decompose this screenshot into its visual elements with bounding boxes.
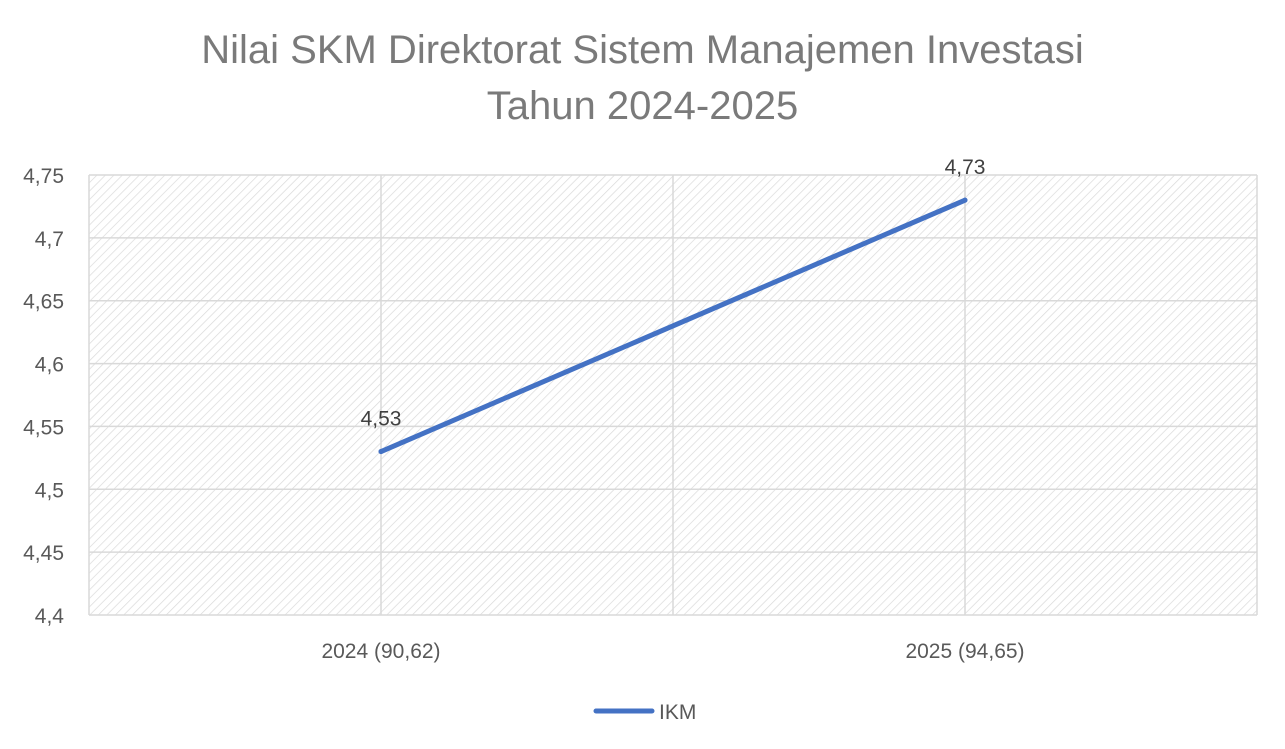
y-tick-label: 4,75: [23, 165, 64, 188]
y-tick-label: 4,65: [23, 291, 64, 314]
series-line-ikm: [378, 197, 968, 455]
data-label: 4,53: [361, 408, 402, 431]
y-tick-label: 4,7: [35, 228, 64, 251]
legend-label: IKM: [659, 701, 696, 724]
y-tick-label: 4,6: [35, 354, 64, 377]
y-tick-label: 4,4: [35, 605, 65, 628]
y-tick-label: 4,55: [23, 416, 64, 439]
chart-title-line-2: Tahun 2024-2025: [486, 84, 799, 128]
y-tick-label: 4,45: [23, 542, 64, 565]
data-point: [962, 197, 968, 203]
x-tick-label: 2024 (90,62): [321, 640, 440, 663]
x-tick-label: 2025 (94,65): [905, 640, 1024, 663]
data-label: 4,73: [945, 156, 986, 179]
chart-title-line-1: Nilai SKM Direktorat Sistem Manajemen In…: [201, 28, 1084, 72]
y-tick-label: 4,5: [35, 479, 64, 502]
data-point: [378, 449, 384, 455]
